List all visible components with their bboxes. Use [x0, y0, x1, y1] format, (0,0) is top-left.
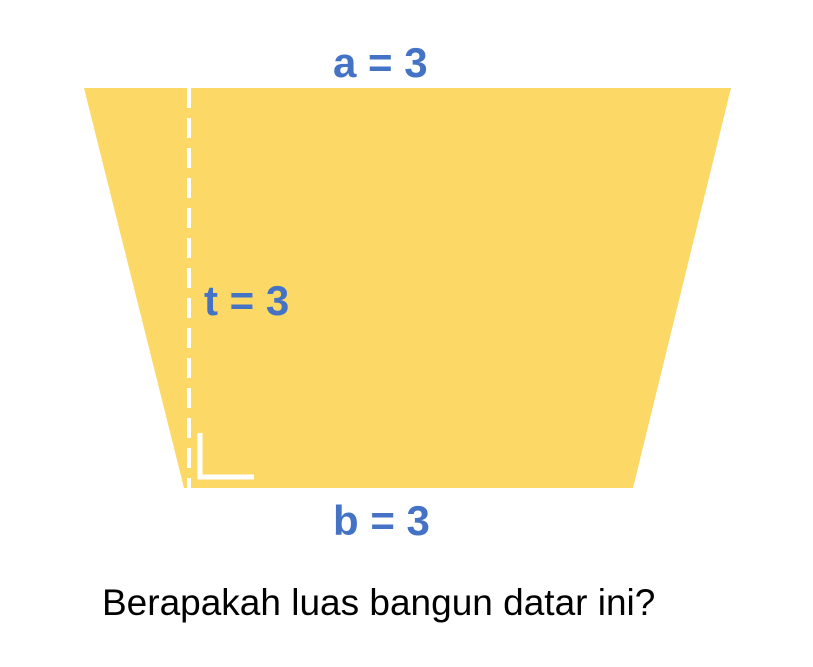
height-label: t = 3 — [204, 277, 290, 324]
right-angle-marker — [197, 433, 254, 480]
top-side-label: a = 3 — [333, 39, 428, 86]
question-text: Berapakah luas bangun datar ini? — [102, 582, 656, 623]
bottom-side-label: b = 3 — [333, 497, 430, 544]
trapezoid-shape — [84, 88, 731, 488]
